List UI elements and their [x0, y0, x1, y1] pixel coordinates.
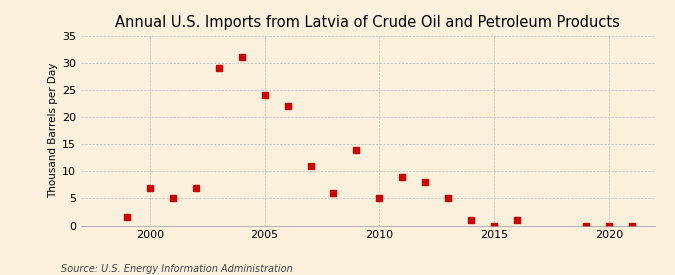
- Y-axis label: Thousand Barrels per Day: Thousand Barrels per Day: [48, 63, 58, 198]
- Text: Source: U.S. Energy Information Administration: Source: U.S. Energy Information Administ…: [61, 264, 292, 274]
- Title: Annual U.S. Imports from Latvia of Crude Oil and Petroleum Products: Annual U.S. Imports from Latvia of Crude…: [115, 15, 620, 31]
